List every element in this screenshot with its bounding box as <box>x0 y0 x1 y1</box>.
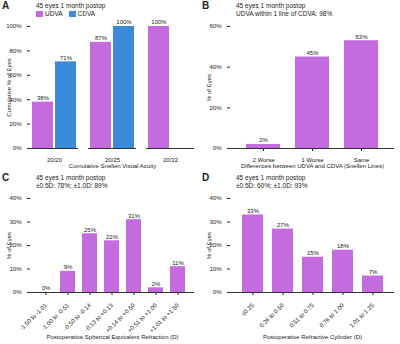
html-text:B: B <box>202 0 210 11</box>
svg-text:-1.00 to -0.51: -1.00 to -0.51 <box>40 302 71 332</box>
svg-text:Postoperative Spherical Equiva: Postoperative Spherical Equivalent Refra… <box>46 334 178 340</box>
html-text:A: A <box>2 0 10 11</box>
svg-text:40%: 40% <box>209 195 222 201</box>
svg-text:+0.14 to +0.50: +0.14 to +0.50 <box>104 302 137 334</box>
html-text:±0.5D: 60%; ±1.0D: 93%: ±0.5D: 60%; ±1.0D: 93% <box>236 182 308 189</box>
svg-text:60%: 60% <box>209 23 222 29</box>
svg-text:60%: 60% <box>9 72 22 79</box>
svg-text:% of Eyes: % of Eyes <box>6 232 12 259</box>
svg-text:15%: 15% <box>307 250 320 256</box>
svg-text:9%: 9% <box>64 264 73 270</box>
svg-text:-0.13 to +0.13: -0.13 to +0.13 <box>83 302 115 333</box>
svg-text:38%: 38% <box>37 95 50 101</box>
svg-text:20/32: 20/32 <box>163 157 179 163</box>
svg-text:45%: 45% <box>306 50 319 56</box>
svg-text:-0.50 to -0.14: -0.50 to -0.14 <box>62 302 93 332</box>
svg-text:25%: 25% <box>84 227 97 233</box>
svg-text:20%: 20% <box>9 242 22 249</box>
svg-text:0%: 0% <box>13 145 22 151</box>
html-text:UDVA: UDVA <box>45 10 63 17</box>
svg-text:≤0.25: ≤0.25 <box>240 302 255 317</box>
html-text:45 eyes 1 month postop: 45 eyes 1 month postop <box>236 174 306 181</box>
svg-text:Same: Same <box>353 156 370 163</box>
html-text:±0.5D: 78%; ±1.0D: 89%: ±0.5D: 78%; ±1.0D: 89% <box>36 182 108 189</box>
svg-text:20%: 20% <box>209 105 222 111</box>
svg-text:2%: 2% <box>152 281 161 287</box>
svg-text:+0.51 to +1.00: +0.51 to +1.00 <box>126 302 159 334</box>
svg-text:% of Eyes: % of Eyes <box>206 74 212 101</box>
svg-text:40%: 40% <box>9 195 22 201</box>
html-text:D: D <box>202 172 210 183</box>
svg-text:80%: 80% <box>9 48 22 54</box>
svg-text:87%: 87% <box>95 35 108 41</box>
svg-text:1 Worse: 1 Worse <box>301 156 324 163</box>
html-text:C: C <box>2 172 10 183</box>
svg-text:20/25: 20/25 <box>105 156 120 163</box>
svg-text:33%: 33% <box>247 208 260 214</box>
svg-text:0.51 to 0.75: 0.51 to 0.75 <box>288 302 315 329</box>
svg-text:0.76 to 1.00: 0.76 to 1.00 <box>318 302 345 329</box>
html-text:45 eyes 1 month postop: 45 eyes 1 month postop <box>236 2 306 9</box>
html-text:CDVA: CDVA <box>77 10 96 17</box>
svg-text:20/20: 20/20 <box>47 157 63 163</box>
svg-text:0.26 to 0.50: 0.26 to 0.50 <box>258 302 285 329</box>
svg-text:20%: 20% <box>9 121 22 127</box>
svg-text:Differences between UDVA and C: Differences between UDVA and CDVA (Snell… <box>241 163 384 169</box>
svg-text:40%: 40% <box>9 96 22 103</box>
svg-text:20%: 20% <box>209 242 222 249</box>
svg-text:22%: 22% <box>106 234 119 240</box>
svg-text:100%: 100% <box>151 19 167 25</box>
svg-text:18%: 18% <box>337 243 350 249</box>
svg-text:2 Worse: 2 Worse <box>252 156 275 163</box>
svg-text:0%: 0% <box>213 145 222 151</box>
svg-text:2%: 2% <box>259 137 268 143</box>
svg-text:53%: 53% <box>355 34 368 40</box>
svg-text:Cumulative Snellen Visual Acui: Cumulative Snellen Visual Acuity <box>69 163 156 169</box>
svg-text:27%: 27% <box>277 222 290 228</box>
svg-text:0%: 0% <box>13 289 22 295</box>
svg-text:71%: 71% <box>60 55 73 61</box>
svg-text:Postoperative Refractive Cylin: Postoperative Refractive Cylinder (D) <box>263 334 362 340</box>
svg-text:0%: 0% <box>42 285 51 291</box>
html-text:UDVA within 1 line of CDVA: 98: UDVA within 1 line of CDVA: 98% <box>236 10 333 17</box>
svg-text:Cumulative % of Eyes: Cumulative % of Eyes <box>6 58 12 117</box>
svg-text:10%: 10% <box>209 266 222 272</box>
svg-text:100%: 100% <box>6 23 22 29</box>
svg-text:0%: 0% <box>213 289 222 295</box>
svg-text:30%: 30% <box>9 219 22 225</box>
svg-text:7%: 7% <box>369 269 378 275</box>
svg-text:+1.01 to +1.50: +1.01 to +1.50 <box>148 302 180 334</box>
svg-text:10%: 10% <box>9 266 22 272</box>
svg-text:1.01 to 1.25: 1.01 to 1.25 <box>348 302 375 329</box>
svg-text:30%: 30% <box>209 219 222 225</box>
svg-text:31%: 31% <box>128 213 141 219</box>
svg-text:40%: 40% <box>209 64 222 70</box>
html-text:45 eyes 1 month postop: 45 eyes 1 month postop <box>36 174 106 181</box>
svg-text:% of Eyes: % of Eyes <box>206 232 212 259</box>
html-text:45 eyes 1 month postop: 45 eyes 1 month postop <box>36 2 106 9</box>
svg-text:100%: 100% <box>116 19 132 25</box>
svg-text:-1.50 to -1.01: -1.50 to -1.01 <box>18 302 49 332</box>
svg-text:11%: 11% <box>172 260 184 266</box>
